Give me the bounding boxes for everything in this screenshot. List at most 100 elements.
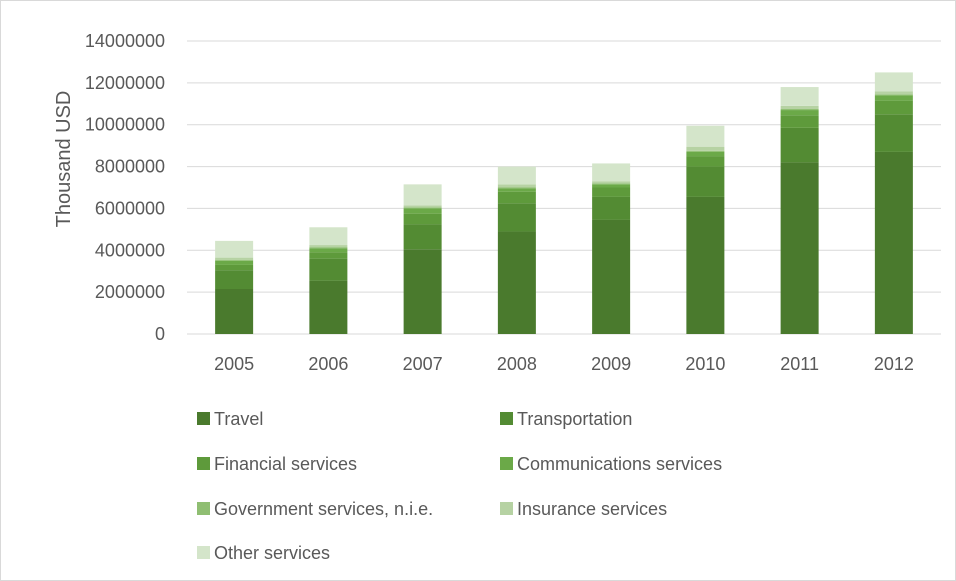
legend-item: Insurance services — [500, 499, 667, 519]
bar-segment — [403, 184, 442, 206]
bar-segment — [780, 109, 819, 111]
bar-segment — [686, 166, 725, 197]
legend-swatch — [500, 502, 513, 515]
x-tick-label: 2009 — [591, 354, 631, 374]
legend-item: Travel — [197, 409, 263, 429]
bar-segment — [497, 188, 536, 192]
bar-segment — [592, 219, 631, 334]
bar-segment — [309, 227, 348, 246]
y-axis-tick-labels: 0 2000000 4000000 6000000 8000000 10000000 120… — [85, 31, 165, 344]
bar-segment — [592, 163, 631, 182]
bar-segment — [780, 87, 819, 106]
bar-segment — [686, 125, 725, 147]
bar-segment — [309, 252, 348, 259]
legend-swatch — [197, 412, 210, 425]
bar-segment — [874, 94, 913, 96]
bar-segment — [497, 231, 536, 334]
legend-label: Travel — [214, 409, 263, 429]
legend-item: Government services, n.i.e. — [197, 499, 433, 519]
bar-segment — [215, 264, 254, 271]
bar-segment — [309, 248, 348, 253]
bar-segment — [215, 289, 254, 334]
legend-item: Transportation — [500, 409, 632, 429]
legend-label: Insurance services — [517, 499, 667, 519]
legend-item: Communications services — [500, 454, 722, 474]
bar-segment — [592, 183, 631, 185]
bar-segment — [874, 91, 913, 95]
bar-segment — [403, 224, 442, 250]
y-tick-label: 10000000 — [85, 115, 165, 135]
legend-label: Government services, n.i.e. — [214, 499, 433, 519]
bar-segment — [215, 240, 254, 258]
bar-segment — [497, 187, 536, 189]
legend-label: Financial services — [214, 454, 357, 474]
x-tick-label: 2012 — [874, 354, 914, 374]
bar-segment — [874, 95, 913, 101]
bar-segment — [309, 247, 348, 249]
legend-swatch — [197, 546, 210, 559]
y-tick-label: 2000000 — [95, 282, 165, 302]
bar-segment — [874, 100, 913, 115]
y-tick-label: 0 — [155, 324, 165, 344]
legend-item: Other services — [197, 543, 330, 563]
bar-segment — [686, 151, 725, 157]
bar-segment — [780, 127, 819, 163]
legend-swatch — [197, 502, 210, 515]
x-tick-label: 2006 — [308, 354, 348, 374]
bar-segment — [403, 208, 442, 214]
bar-segment — [592, 184, 631, 188]
bar-segment — [215, 259, 254, 261]
bar-segment — [592, 181, 631, 184]
bar-segment — [403, 213, 442, 225]
bar-segment — [403, 207, 442, 209]
bar-segment — [874, 151, 913, 334]
bar-segment — [497, 191, 536, 204]
y-tick-label: 6000000 — [95, 198, 165, 218]
bar-segment — [874, 114, 913, 152]
bar-segment — [780, 105, 819, 110]
x-tick-label: 2008 — [497, 354, 537, 374]
y-tick-label: 4000000 — [95, 240, 165, 260]
bar-segment — [215, 260, 254, 265]
legend-item: Financial services — [197, 454, 357, 474]
bars — [215, 72, 913, 334]
legend-label: Transportation — [517, 409, 632, 429]
bar-segment — [403, 249, 442, 334]
bar-segment — [592, 187, 631, 197]
bar-segment — [686, 146, 725, 151]
gridlines — [187, 40, 941, 335]
bar-segment — [309, 280, 348, 334]
legend-swatch — [500, 412, 513, 425]
bar-segment — [215, 257, 254, 260]
bar-segment — [780, 162, 819, 334]
y-axis-title: Thousand USD — [53, 91, 75, 228]
bar-segment — [403, 205, 442, 208]
x-axis-tick-labels: 2005 2006 2007 2008 2009 2010 2011 2012 — [214, 354, 914, 374]
legend-label: Communications services — [517, 454, 722, 474]
x-tick-label: 2011 — [780, 354, 819, 374]
bar-segment — [874, 72, 913, 92]
bar-segment — [686, 156, 725, 167]
bar-segment — [780, 110, 819, 116]
bar-segment — [780, 115, 819, 128]
x-tick-label: 2010 — [685, 354, 725, 374]
y-tick-label: 12000000 — [85, 73, 165, 93]
legend-label: Other services — [214, 543, 330, 563]
legend: Travel Transportation Financial services Co… — [197, 409, 722, 563]
y-tick-label: 8000000 — [95, 157, 165, 177]
legend-swatch — [197, 457, 210, 470]
bar-segment — [686, 150, 725, 152]
bar-segment — [686, 196, 725, 334]
bar-segment — [497, 203, 536, 232]
y-tick-label: 14000000 — [85, 31, 165, 51]
x-tick-label: 2005 — [214, 354, 254, 374]
bar-segment — [497, 166, 536, 185]
bar-segment — [497, 184, 536, 188]
x-tick-label: 2007 — [403, 354, 443, 374]
bar-segment — [592, 196, 631, 220]
bar-segment — [309, 258, 348, 281]
bar-segment — [215, 270, 254, 290]
bar-segment — [309, 245, 348, 248]
